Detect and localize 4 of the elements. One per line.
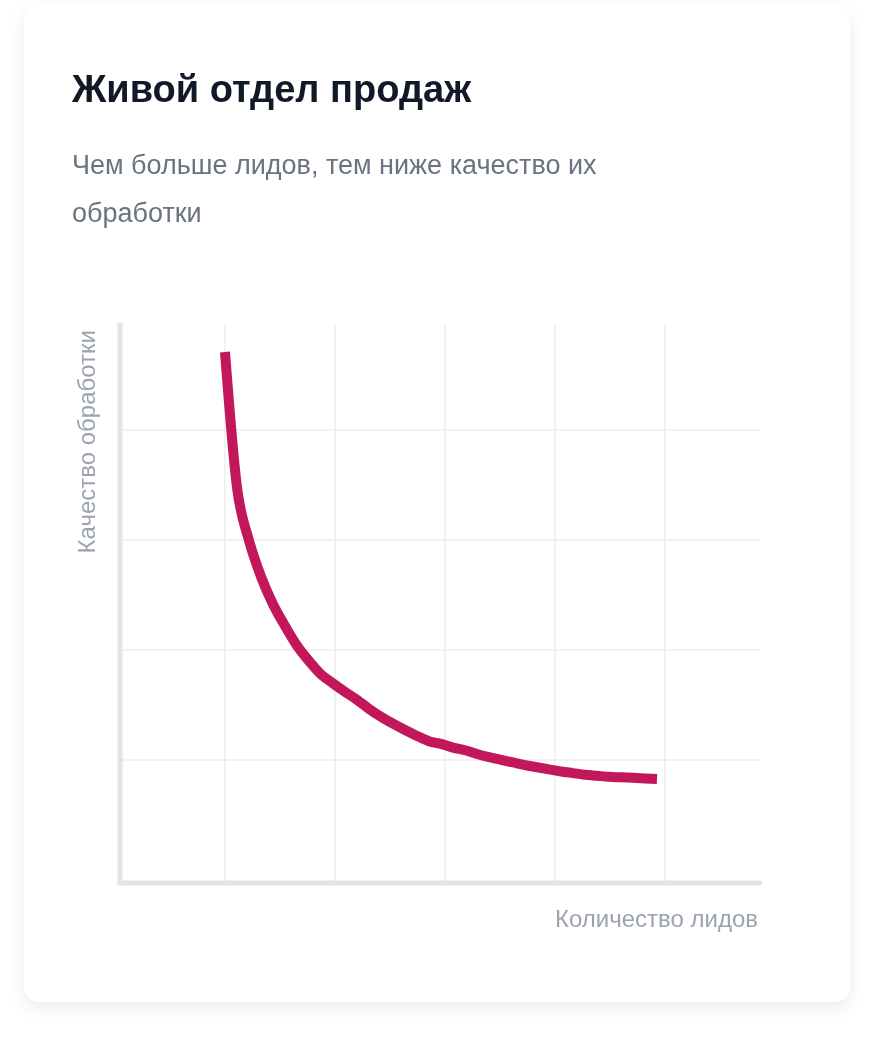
y-axis-title: Качество обработки: [73, 330, 100, 554]
chart-subtitle: Чем больше лидов, тем ниже качество их обработки: [72, 150, 598, 228]
chart-title: Живой отдел продаж: [71, 68, 473, 110]
x-axis-title: Количество лидов: [554, 905, 758, 932]
